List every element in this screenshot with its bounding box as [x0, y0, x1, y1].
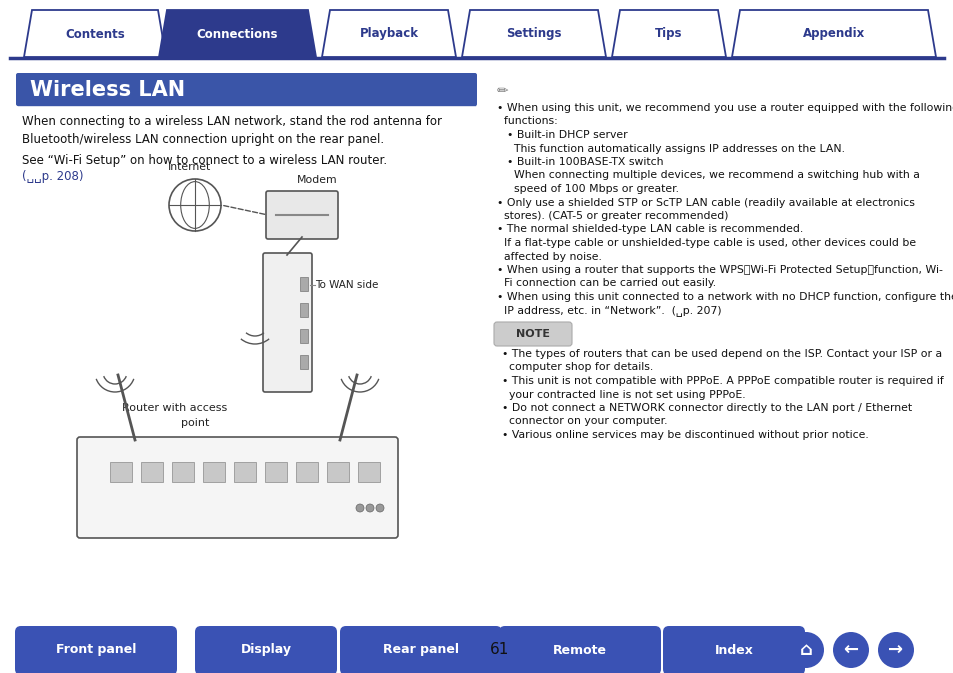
- Text: ✏: ✏: [497, 84, 508, 98]
- Circle shape: [375, 504, 384, 512]
- Bar: [299, 355, 308, 369]
- Text: • Built-in DHCP server: • Built-in DHCP server: [506, 130, 627, 140]
- Bar: [327, 462, 349, 482]
- Text: If a flat-type cable or unshielded-type cable is used, other devices could be: If a flat-type cable or unshielded-type …: [497, 238, 915, 248]
- Bar: [233, 462, 255, 482]
- Bar: [141, 462, 163, 482]
- Text: This function automatically assigns IP addresses on the LAN.: This function automatically assigns IP a…: [506, 143, 844, 153]
- Text: 61: 61: [490, 643, 509, 658]
- Text: speed of 100 Mbps or greater.: speed of 100 Mbps or greater.: [506, 184, 679, 194]
- Bar: [0, 626, 953, 632]
- Bar: [295, 462, 317, 482]
- Polygon shape: [612, 10, 725, 57]
- Text: When connecting to a wireless LAN network, stand the rod antenna for
Bluetooth/w: When connecting to a wireless LAN networ…: [22, 115, 441, 146]
- Text: →: →: [887, 641, 902, 659]
- Bar: [299, 277, 308, 291]
- Text: Internet: Internet: [168, 162, 212, 172]
- Text: Appendix: Appendix: [802, 28, 864, 40]
- Text: Remote: Remote: [553, 643, 606, 656]
- Text: connector on your computer.: connector on your computer.: [501, 417, 667, 427]
- Text: • When using this unit connected to a network with no DHCP function, configure t: • When using this unit connected to a ne…: [497, 292, 953, 302]
- Text: Modem: Modem: [296, 175, 337, 185]
- Text: Playback: Playback: [359, 28, 418, 40]
- FancyBboxPatch shape: [339, 626, 501, 673]
- Text: functions:: functions:: [497, 116, 558, 127]
- Text: Rear panel: Rear panel: [382, 643, 458, 656]
- Text: • When using a router that supports the WPS（Wi-Fi Protected Setup）function, Wi-: • When using a router that supports the …: [497, 265, 942, 275]
- Text: Display: Display: [240, 643, 292, 656]
- Circle shape: [366, 504, 374, 512]
- Text: Contents: Contents: [65, 28, 125, 40]
- Bar: [203, 462, 225, 482]
- Text: your contracted line is not set using PPPoE.: your contracted line is not set using PP…: [501, 390, 745, 400]
- FancyBboxPatch shape: [194, 626, 336, 673]
- Text: • The types of routers that can be used depend on the ISP. Contact your ISP or a: • The types of routers that can be used …: [501, 349, 942, 359]
- Text: • When using this unit, we recommend you use a router equipped with the followin: • When using this unit, we recommend you…: [497, 103, 953, 113]
- Text: (␣␣p. 208): (␣␣p. 208): [22, 170, 84, 183]
- Text: • Various online services may be discontinued without prior notice.: • Various online services may be discont…: [501, 430, 868, 440]
- FancyBboxPatch shape: [263, 253, 312, 392]
- Text: • Built-in 100BASE-TX switch: • Built-in 100BASE-TX switch: [506, 157, 662, 167]
- Text: • Do not connect a NETWORK connector directly to the LAN port / Ethernet: • Do not connect a NETWORK connector dir…: [501, 403, 911, 413]
- Bar: [299, 303, 308, 317]
- Bar: [172, 462, 193, 482]
- Circle shape: [877, 632, 913, 668]
- Polygon shape: [159, 10, 315, 57]
- Text: Wireless LAN: Wireless LAN: [30, 79, 185, 100]
- Text: ←: ←: [842, 641, 858, 659]
- Text: Router with access: Router with access: [122, 403, 228, 413]
- Text: computer shop for details.: computer shop for details.: [501, 363, 653, 372]
- FancyBboxPatch shape: [266, 191, 337, 239]
- Text: • The normal shielded-type LAN cable is recommended.: • The normal shielded-type LAN cable is …: [497, 225, 802, 234]
- Text: • Only use a shielded STP or ScTP LAN cable (readily available at electronics: • Only use a shielded STP or ScTP LAN ca…: [497, 197, 914, 207]
- FancyBboxPatch shape: [498, 626, 660, 673]
- Text: Settings: Settings: [506, 28, 561, 40]
- FancyBboxPatch shape: [494, 322, 572, 346]
- FancyBboxPatch shape: [662, 626, 804, 673]
- FancyBboxPatch shape: [77, 437, 397, 538]
- FancyBboxPatch shape: [16, 73, 476, 106]
- Circle shape: [787, 632, 823, 668]
- Text: See “Wi-Fi Setup” on how to connect to a wireless LAN router.: See “Wi-Fi Setup” on how to connect to a…: [22, 154, 387, 167]
- Text: To WAN side: To WAN side: [314, 280, 378, 290]
- Text: Connections: Connections: [196, 28, 277, 40]
- Polygon shape: [24, 10, 166, 57]
- Polygon shape: [461, 10, 605, 57]
- Text: Fi connection can be carried out easily.: Fi connection can be carried out easily.: [497, 279, 716, 289]
- Text: • This unit is not compatible with PPPoE. A PPPoE compatible router is required : • This unit is not compatible with PPPoE…: [501, 376, 943, 386]
- Text: Index: Index: [714, 643, 753, 656]
- Text: Front panel: Front panel: [56, 643, 136, 656]
- Text: ⌂: ⌂: [799, 641, 812, 659]
- Bar: [299, 329, 308, 343]
- Bar: [110, 462, 132, 482]
- Polygon shape: [731, 10, 935, 57]
- Text: NOTE: NOTE: [516, 329, 550, 339]
- Text: point: point: [181, 418, 209, 428]
- Text: Tips: Tips: [655, 28, 682, 40]
- FancyBboxPatch shape: [15, 626, 177, 673]
- Bar: [265, 462, 287, 482]
- Circle shape: [355, 504, 364, 512]
- Circle shape: [832, 632, 868, 668]
- Text: stores). (CAT-5 or greater recommended): stores). (CAT-5 or greater recommended): [497, 211, 728, 221]
- Text: affected by noise.: affected by noise.: [497, 252, 601, 262]
- Bar: [357, 462, 379, 482]
- Polygon shape: [322, 10, 456, 57]
- Text: When connecting multiple devices, we recommend a switching hub with a: When connecting multiple devices, we rec…: [506, 170, 919, 180]
- Text: IP address, etc. in “Network”.  (␣p. 207): IP address, etc. in “Network”. (␣p. 207): [497, 306, 720, 316]
